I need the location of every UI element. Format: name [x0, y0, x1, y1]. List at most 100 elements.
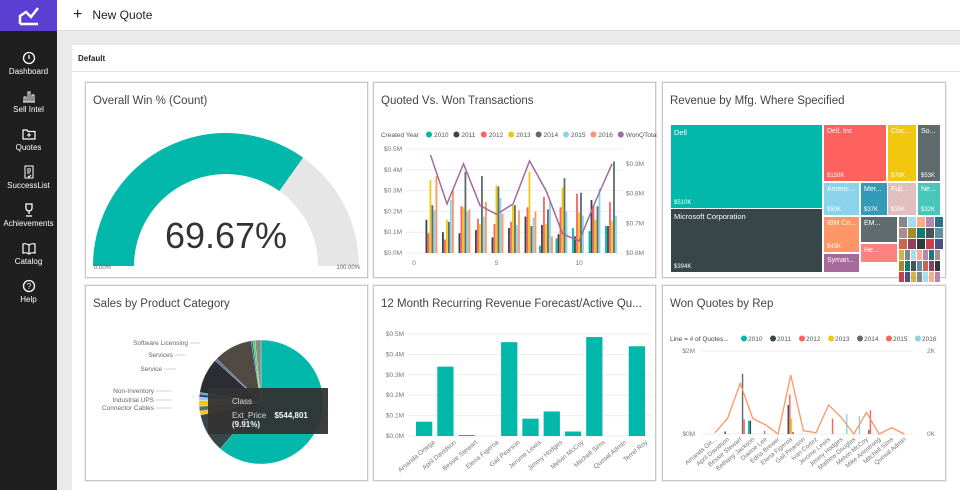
treemap-small-cell[interactable] [929, 250, 934, 260]
treemap-small-cell[interactable] [929, 261, 934, 271]
legend-marker [508, 131, 515, 138]
sidebar-item-achievements[interactable]: Achievements [0, 203, 57, 241]
treemap-cell[interactable]: He... [861, 244, 897, 262]
tile-win-percent[interactable]: Overall Win % (Count) 69.67% 0.00% 100.00% [85, 82, 368, 278]
tile-won-by-rep[interactable]: Won Quotes by Rep Line = # of Quotes... 2… [662, 285, 946, 481]
treemap-small-cell[interactable] [917, 261, 922, 271]
treemap-cell[interactable]: Dell, Inc $150K [824, 125, 886, 181]
tile-recurring-revenue[interactable]: 12 Month Recurring Revenue Forecast/Acti… [373, 285, 656, 481]
recurring-chart: $0.0M $0.1M $0.2M $0.3M $0.4M $0.5M Amanda Ort… [386, 331, 652, 474]
bar [551, 236, 553, 253]
pie-label: Connector Cables [102, 405, 155, 412]
treemap-small-cell[interactable] [935, 272, 940, 282]
treemap-small-cell[interactable] [917, 272, 922, 282]
treemap-small-cell[interactable] [935, 250, 940, 260]
treemap-small-cell[interactable] [935, 239, 943, 249]
plus-icon[interactable]: + [73, 6, 83, 23]
treemap-small-cell[interactable] [899, 272, 904, 282]
treemap-small-cell[interactable] [917, 239, 925, 249]
sidebar-item-sell-intel[interactable]: Sell Intel [0, 89, 57, 127]
sidebar-item-label: Quotes [15, 143, 42, 152]
treemap-small-cell[interactable] [917, 250, 922, 260]
treemap-small-cell[interactable] [908, 228, 916, 238]
treemap-small-cell[interactable] [911, 272, 916, 282]
treemap-cell[interactable]: Mer... $37K [861, 183, 887, 215]
treemap-small-cell[interactable] [923, 272, 928, 282]
y-tick: $0.4M [386, 351, 404, 358]
bar [555, 238, 558, 253]
treemap-small-cell[interactable] [917, 217, 925, 227]
gauge-fill [93, 133, 304, 266]
tile-quoted-vs-won[interactable]: Quoted Vs. Won Transactions Created Year… [373, 82, 658, 278]
treemap-small-cell[interactable] [926, 217, 934, 227]
treemap-label: He... [864, 247, 879, 254]
new-quote-button[interactable]: New Quote [92, 8, 153, 22]
tile-sales-category[interactable]: Sales by Product Category Software Licen… [85, 285, 368, 481]
sidebar-item-dashboard[interactable]: Dashboard [0, 51, 57, 89]
treemap-small-cell[interactable] [899, 239, 907, 249]
pie-label: Industrial UPS [112, 397, 154, 404]
bar [586, 337, 603, 436]
treemap-cell[interactable]: Fuji... $35K [888, 183, 916, 215]
treemap-cell[interactable]: IBM Co... $43K [824, 217, 859, 252]
treemap-small-cell[interactable] [905, 272, 910, 282]
sidebar-item-help[interactable]: ? Help [0, 279, 57, 317]
treemap-small-cell[interactable] [935, 217, 943, 227]
bar [518, 210, 520, 253]
treemap-small-cell[interactable] [908, 239, 916, 249]
bar [528, 171, 531, 253]
bar [524, 216, 527, 253]
logo[interactable] [0, 0, 57, 31]
treemap-small-cell[interactable] [929, 272, 934, 282]
folder-plus-icon [21, 129, 36, 140]
treemap-small-cell[interactable] [926, 239, 934, 249]
sidebar-item-quotes[interactable]: Quotes [0, 127, 57, 165]
treemap-small-cell[interactable] [923, 261, 928, 271]
treemap-small-cell[interactable] [935, 261, 940, 271]
treemap-cell[interactable]: Americ... $50K [824, 183, 859, 215]
treemap-cell[interactable]: Dell $510K [671, 125, 822, 208]
treemap-cell[interactable]: Microsoft Corporation $394K [671, 209, 822, 272]
treemap-small-cell[interactable] [905, 250, 910, 260]
dashboard-icon [22, 51, 35, 65]
y2-tick: $0.8M [626, 191, 644, 198]
treemap-small-cell[interactable] [905, 261, 910, 271]
bar [763, 430, 766, 434]
x-tick: 5 [495, 260, 499, 267]
treemap-small-cell[interactable] [935, 228, 943, 238]
treemap-small-cell[interactable] [926, 228, 934, 238]
treemap-cell[interactable]: EM... [861, 217, 897, 242]
y2-tick: $0.6M [626, 250, 644, 257]
treemap-cell[interactable]: So... $53K [918, 125, 940, 181]
bar [831, 418, 834, 434]
sidebar-item-label: Sell Intel [13, 105, 44, 114]
treemap-small-cell[interactable] [911, 250, 916, 260]
y-tick: $0.5M [386, 331, 404, 338]
treemap-value: $50K [827, 207, 842, 213]
sidebar-item-catalog[interactable]: Catalog [0, 241, 57, 279]
treemap-cell[interactable]: Cisc... $70K [888, 125, 916, 181]
treemap-cell[interactable]: Ne... $32K [918, 183, 940, 215]
gauge-max: 100.00% [336, 265, 360, 271]
bar [431, 205, 434, 253]
bar [543, 411, 560, 436]
treemap-cell[interactable]: Syman... [824, 254, 859, 272]
bar [477, 218, 479, 253]
y-tick: $0.3M [386, 372, 404, 379]
treemap-small-cell[interactable] [899, 217, 907, 227]
treemap-small-cell[interactable] [899, 250, 904, 260]
tile-revenue-mfg[interactable]: Revenue by Mfg. Where Specified Dell $510… [662, 82, 946, 282]
sidebar-item-successlist[interactable]: SuccessList [0, 165, 57, 203]
legend-label: 2016 [922, 336, 937, 343]
tile-title: Quoted Vs. Won Transactions [381, 95, 534, 107]
legend-marker [563, 131, 569, 138]
treemap-small-cell[interactable] [908, 217, 916, 227]
bar [479, 223, 481, 253]
treemap-small-cell[interactable] [917, 228, 925, 238]
treemap-small-cell[interactable] [923, 250, 928, 260]
bar [565, 211, 568, 253]
treemap-small-cell[interactable] [899, 228, 907, 238]
legend-marker [799, 335, 805, 342]
treemap-small-cell[interactable] [911, 261, 916, 271]
treemap-small-cell[interactable] [899, 261, 904, 271]
